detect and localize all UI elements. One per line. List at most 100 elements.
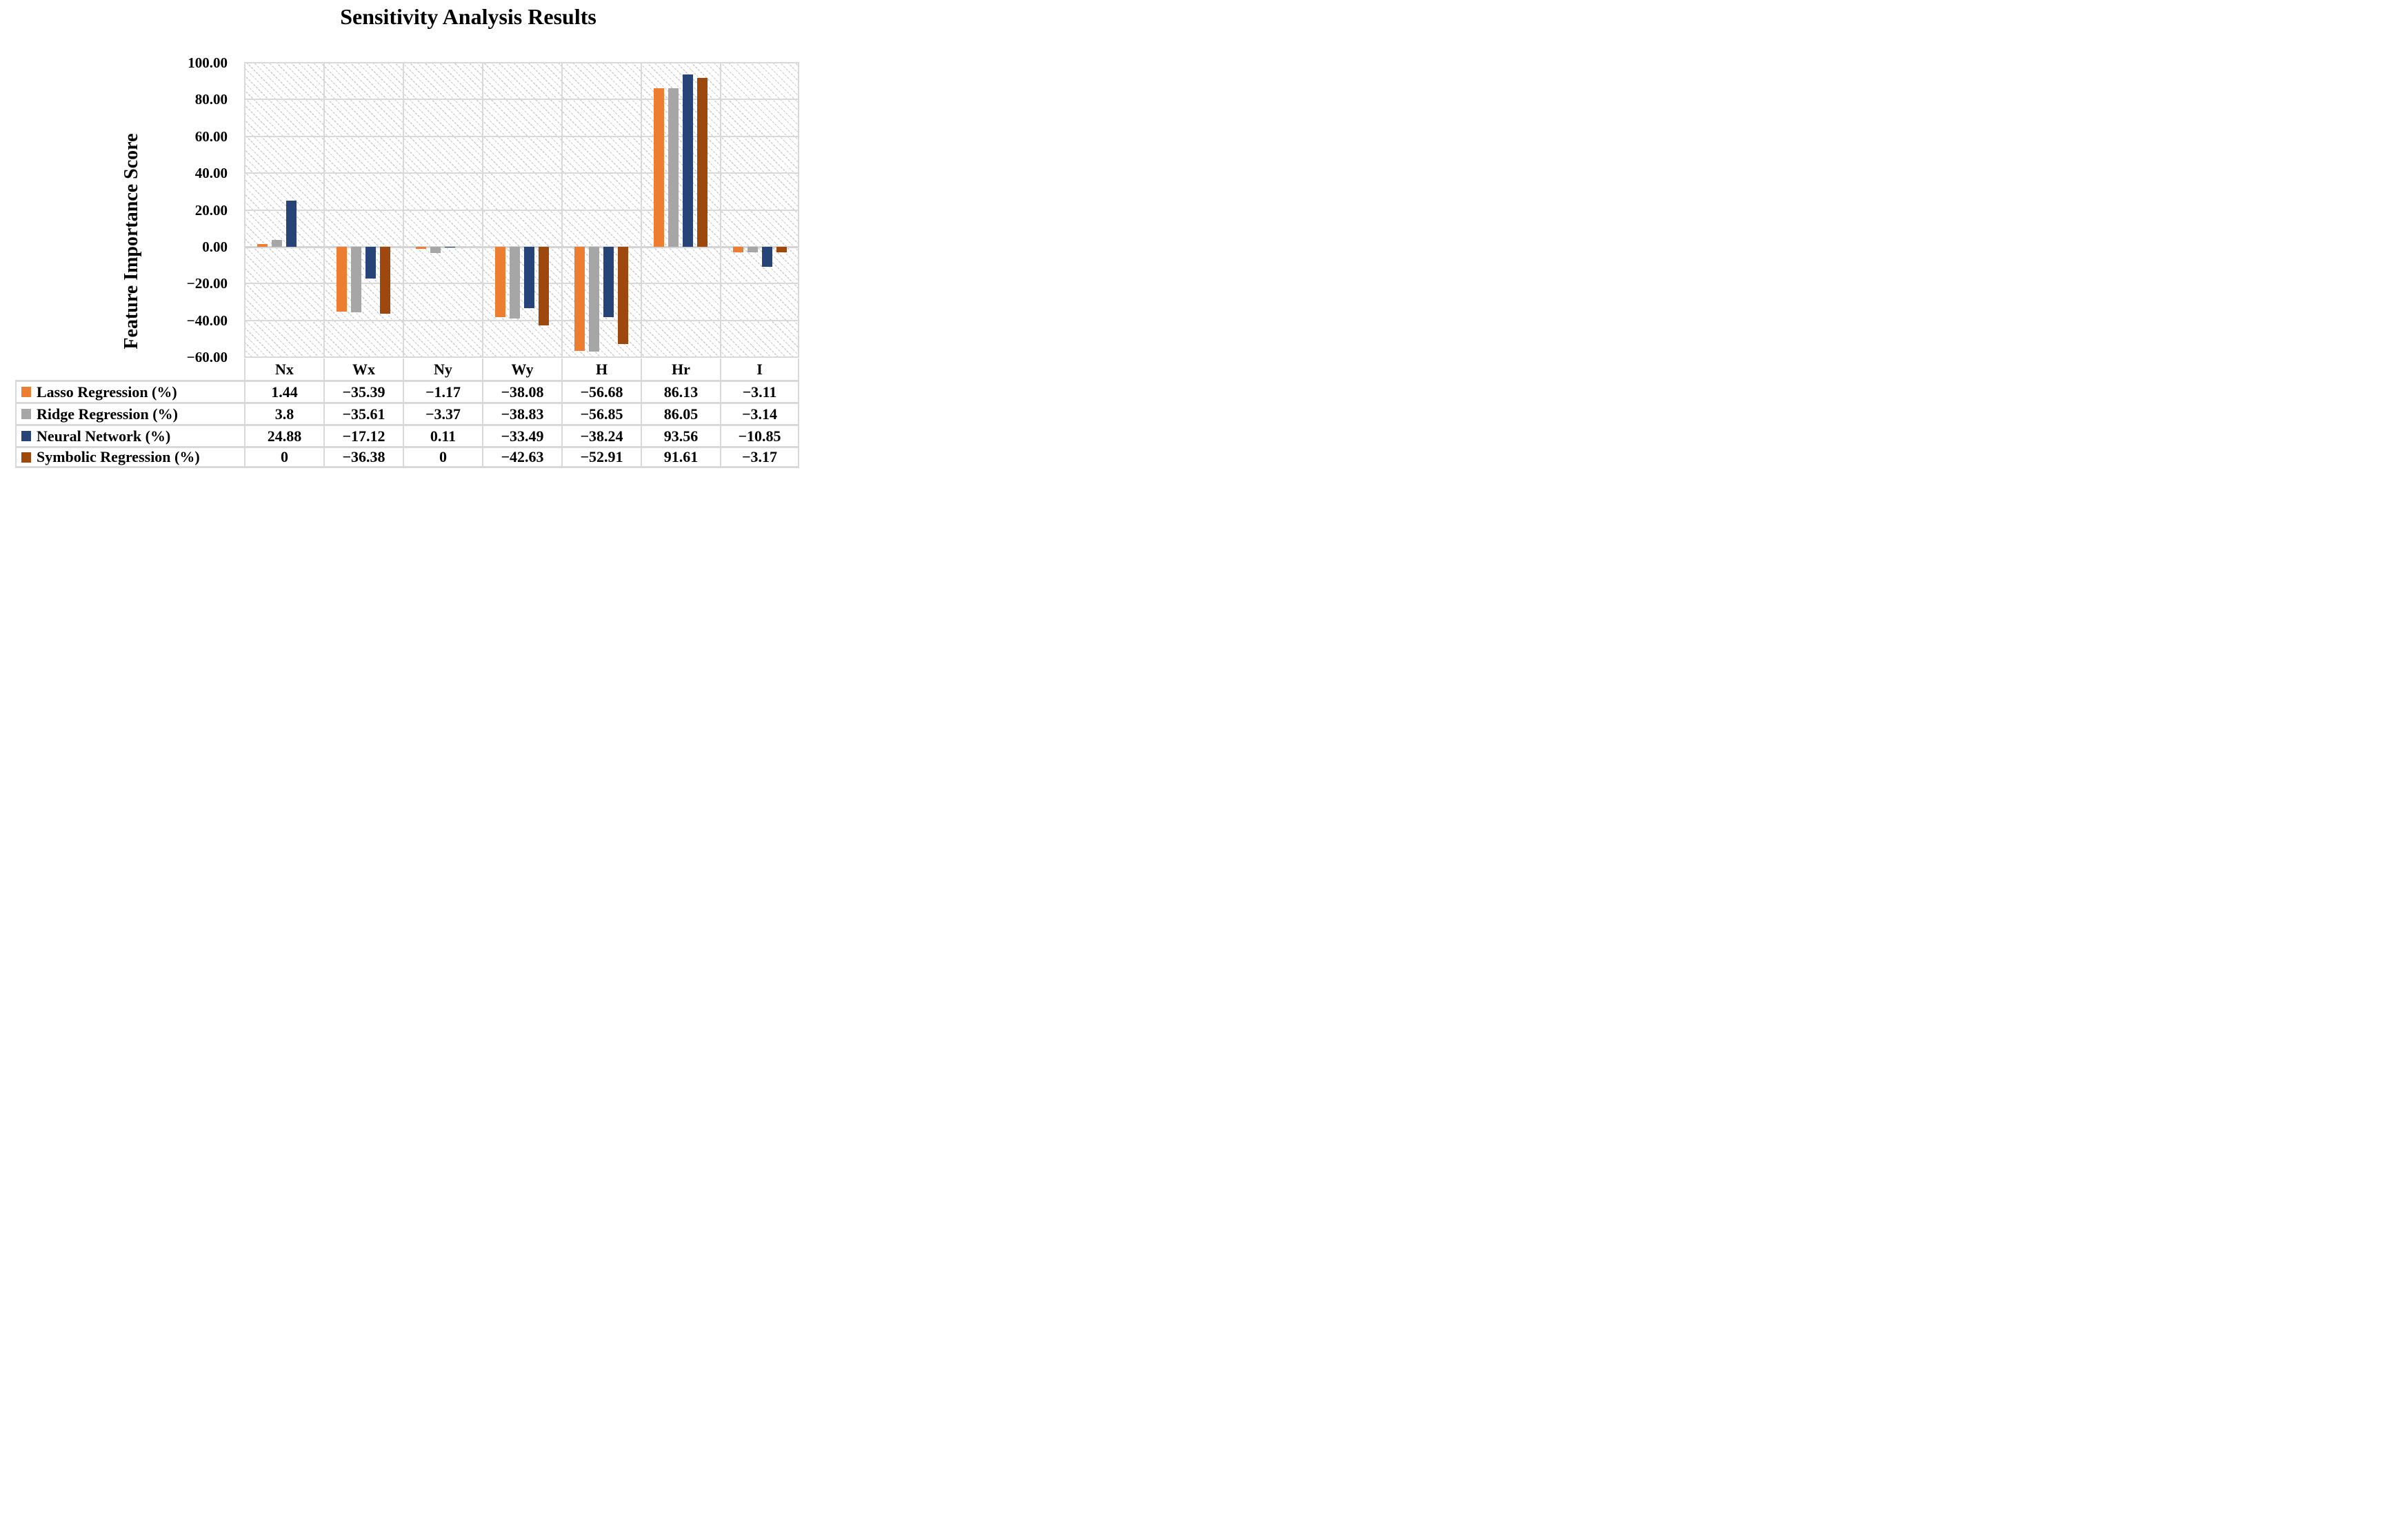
series-swatch-icon — [21, 431, 31, 441]
category-separator-line — [561, 63, 563, 357]
series-swatch-icon — [21, 387, 31, 397]
h-gridline — [244, 283, 799, 285]
value-cell-wy-series3: −33.49 — [482, 424, 561, 446]
value-cell-i-series2: −3.14 — [720, 402, 799, 424]
value-cell-hr-series1: 86.13 — [641, 380, 720, 402]
category-separator-line — [798, 63, 799, 357]
value-cell-h-series4: −52.91 — [561, 446, 641, 468]
series-name: Symbolic Regression (%) — [37, 448, 200, 465]
chart-title: Sensitivity Analysis Results — [340, 4, 596, 29]
series-name: Neural Network (%) — [37, 427, 171, 445]
sensitivity-analysis-chart: Sensitivity Analysis Results Feature Imp… — [0, 0, 803, 505]
h-gridline — [244, 135, 799, 137]
bar-wx-series3 — [365, 246, 376, 279]
plot-area — [244, 62, 799, 358]
bar-h-series4 — [617, 246, 628, 345]
y-tick-label: 100.00 — [188, 54, 228, 71]
value-cell-nx-series2: 3.8 — [244, 402, 323, 424]
column-header-wy: Wy — [482, 359, 561, 380]
y-tick-label: 80.00 — [194, 91, 228, 108]
bar-ny-series1 — [415, 246, 426, 249]
value-cell-h-series1: −56.68 — [561, 380, 641, 402]
series-name: Lasso Regression (%) — [37, 383, 177, 401]
bar-nx-series3 — [285, 201, 297, 247]
category-separator-line — [323, 63, 325, 357]
value-cell-h-series3: −38.24 — [561, 424, 641, 446]
value-cell-wy-series4: −42.63 — [482, 446, 561, 468]
bar-nx-series1 — [257, 244, 268, 247]
value-cell-ny-series2: −3.37 — [403, 402, 482, 424]
bar-hr-series2 — [668, 88, 679, 247]
bar-wy-series3 — [523, 246, 534, 309]
y-tick-label: −20.00 — [186, 275, 228, 292]
table-corner-cell — [15, 359, 244, 380]
value-cell-i-series4: −3.17 — [720, 446, 799, 468]
bar-wy-series2 — [509, 246, 520, 319]
bar-wy-series1 — [494, 246, 505, 317]
y-tick-label: 0.00 — [202, 238, 228, 255]
column-header-nx: Nx — [244, 359, 323, 380]
value-cell-ny-series4: 0 — [403, 446, 482, 468]
bar-wx-series2 — [350, 246, 361, 312]
value-cell-hr-series4: 91.61 — [641, 446, 720, 468]
bar-wx-series4 — [379, 246, 390, 314]
value-cell-hr-series3: 93.56 — [641, 424, 720, 446]
bar-i-series3 — [761, 246, 772, 267]
bar-i-series1 — [732, 246, 743, 253]
h-gridline — [244, 99, 799, 101]
y-tick-label: 20.00 — [194, 201, 228, 219]
column-header-hr: Hr — [641, 359, 720, 380]
data-table: Nx Wx Ny Wy H Hr I Lasso Regression (%) 1.44 −35.… — [15, 359, 799, 468]
bar-nx-series2 — [271, 239, 282, 247]
value-cell-nx-series4: 0 — [244, 446, 323, 468]
value-cell-nx-series3: 24.88 — [244, 424, 323, 446]
bar-hr-series4 — [696, 78, 708, 247]
bar-hr-series1 — [653, 88, 664, 247]
series-name: Ridge Regression (%) — [37, 405, 178, 423]
h-gridline — [244, 356, 799, 358]
bar-i-series2 — [747, 246, 758, 253]
value-cell-wx-series4: −36.38 — [323, 446, 403, 468]
value-cell-wy-series2: −38.83 — [482, 402, 561, 424]
column-header-h: H — [561, 359, 641, 380]
category-separator-line — [403, 63, 404, 357]
value-cell-hr-series2: 86.05 — [641, 402, 720, 424]
h-gridline — [244, 209, 799, 211]
h-gridline — [244, 319, 799, 321]
bar-h-series3 — [603, 246, 614, 317]
legend-cell-series1: Lasso Regression (%) — [15, 380, 244, 402]
category-separator-line — [482, 63, 483, 357]
y-tick-label: −60.00 — [186, 349, 228, 365]
bar-hr-series3 — [682, 74, 693, 247]
zero-gridline — [244, 245, 799, 248]
legend-cell-series4: Symbolic Regression (%) — [15, 446, 244, 468]
bar-i-series4 — [776, 246, 787, 253]
y-tick-label: 60.00 — [194, 128, 228, 145]
column-header-wx: Wx — [323, 359, 403, 380]
bar-h-series1 — [574, 246, 585, 352]
value-cell-wx-series1: −35.39 — [323, 380, 403, 402]
column-header-ny: Ny — [403, 359, 482, 380]
y-tick-label: −40.00 — [186, 312, 228, 329]
value-cell-ny-series1: −1.17 — [403, 380, 482, 402]
category-separator-line — [244, 63, 245, 357]
bar-h-series2 — [588, 246, 599, 352]
value-cell-wx-series2: −35.61 — [323, 402, 403, 424]
value-cell-wy-series1: −38.08 — [482, 380, 561, 402]
value-cell-ny-series3: 0.11 — [403, 424, 482, 446]
y-tick-label: 40.00 — [194, 165, 228, 182]
h-gridline — [244, 62, 799, 63]
value-cell-i-series3: −10.85 — [720, 424, 799, 446]
value-cell-h-series2: −56.85 — [561, 402, 641, 424]
series-swatch-icon — [21, 452, 31, 463]
bar-wx-series1 — [336, 246, 347, 312]
value-cell-i-series1: −3.11 — [720, 380, 799, 402]
category-separator-line — [720, 63, 721, 357]
value-cell-nx-series1: 1.44 — [244, 380, 323, 402]
column-header-i: I — [720, 359, 799, 380]
legend-cell-series3: Neural Network (%) — [15, 424, 244, 446]
series-swatch-icon — [21, 409, 31, 419]
category-separator-line — [641, 63, 642, 357]
value-cell-wx-series3: −17.12 — [323, 424, 403, 446]
legend-cell-series2: Ridge Regression (%) — [15, 402, 244, 424]
